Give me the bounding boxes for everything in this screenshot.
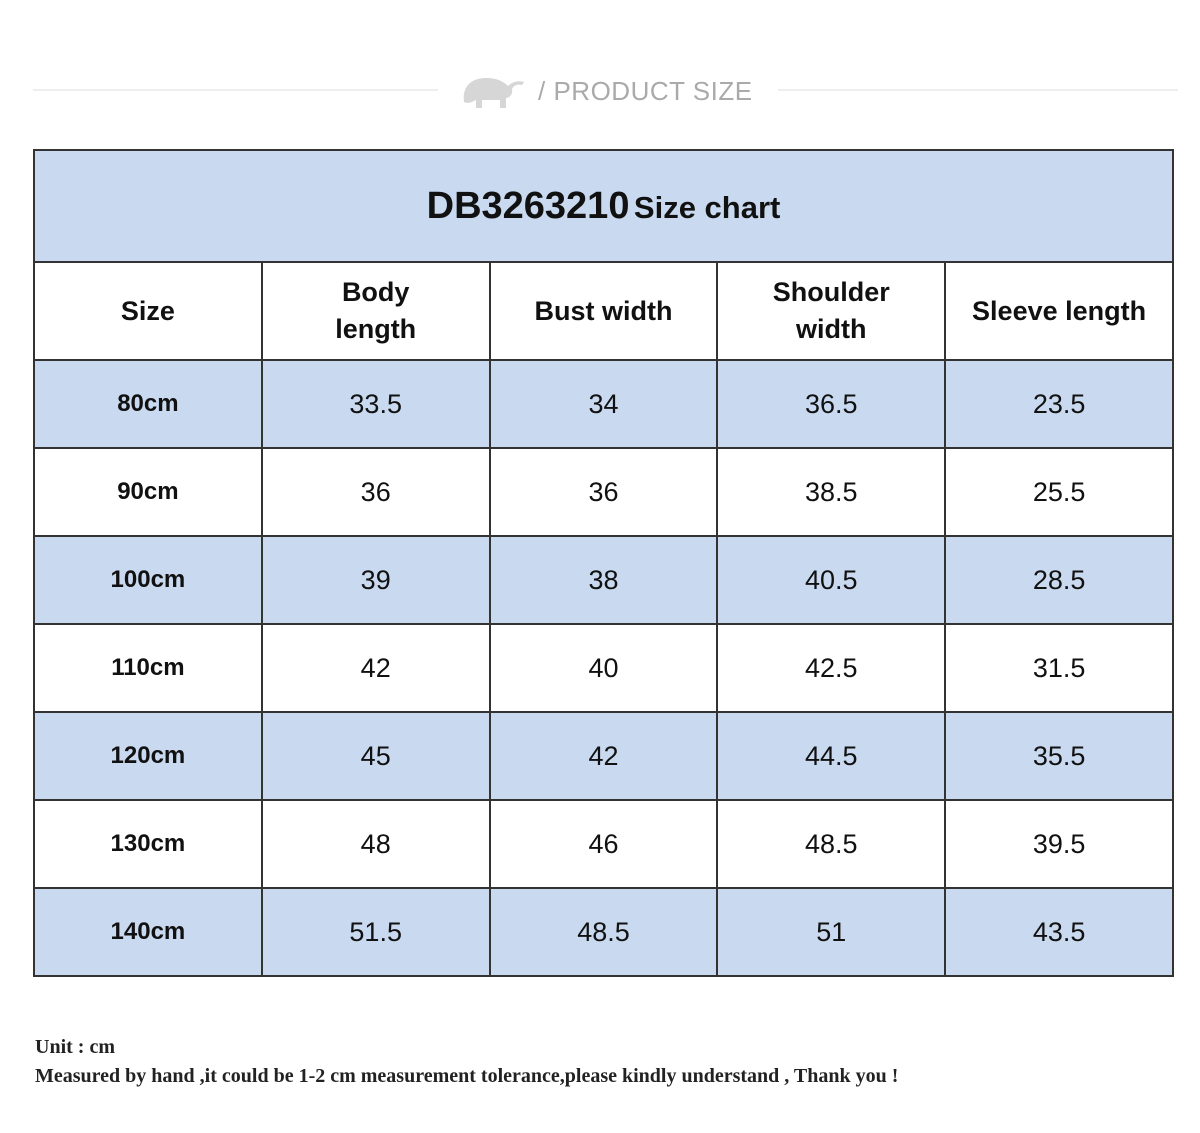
measure-cell: 48 xyxy=(260,799,491,889)
title-row: DB3263210 Size chart xyxy=(33,149,1174,263)
table-row: 140cm 51.5 48.5 51 43.5 xyxy=(33,887,1174,977)
title-text: Size chart xyxy=(633,189,781,225)
size-cell: 100cm xyxy=(33,535,263,625)
measure-cell: 45 xyxy=(260,711,491,801)
table-row: 110cm 42 40 42.5 31.5 xyxy=(33,623,1174,713)
measure-cell: 42 xyxy=(488,711,719,801)
measure-cell: 28.5 xyxy=(944,535,1174,625)
table-row: 90cm 36 36 38.5 25.5 xyxy=(33,447,1174,537)
measure-cell: 51 xyxy=(716,887,947,977)
table-row: 120cm 45 42 44.5 35.5 xyxy=(33,711,1174,801)
size-cell: 110cm xyxy=(33,623,263,713)
measure-cell: 48.5 xyxy=(716,799,947,889)
divider xyxy=(778,89,1178,91)
column-header: Sleeve length xyxy=(944,261,1174,361)
measure-cell: 42 xyxy=(260,623,491,713)
measure-cell: 43.5 xyxy=(944,887,1174,977)
measure-cell: 39 xyxy=(260,535,491,625)
column-header: Shoulder width xyxy=(716,261,947,361)
measure-cell: 48.5 xyxy=(488,887,719,977)
measure-cell: 34 xyxy=(488,359,719,449)
column-header: Body length xyxy=(260,261,491,361)
measure-cell: 39.5 xyxy=(944,799,1174,889)
measure-cell: 46 xyxy=(488,799,719,889)
table-title: DB3263210 Size chart xyxy=(33,149,1174,263)
elephant-icon xyxy=(463,78,524,108)
measure-cell: 40.5 xyxy=(716,535,947,625)
table-body: 80cm 33.5 34 36.5 23.5 90cm 36 36 38.5 25.5 100cm 3… xyxy=(33,359,1174,977)
note-line: Unit : cm xyxy=(35,1036,115,1058)
measure-cell: 42.5 xyxy=(716,623,947,713)
size-cell: 140cm xyxy=(33,887,263,977)
measure-cell: 33.5 xyxy=(260,359,491,449)
measure-cell: 31.5 xyxy=(944,623,1174,713)
size-cell: 120cm xyxy=(33,711,263,801)
table-row: 80cm 33.5 34 36.5 23.5 xyxy=(33,359,1174,449)
table-row: 130cm 48 46 48.5 39.5 xyxy=(33,799,1174,889)
size-table: DB3263210 Size chart Size Body length Bust… xyxy=(33,149,1174,977)
measure-cell: 38.5 xyxy=(716,447,947,537)
column-header-text: Shoulder width xyxy=(772,277,890,344)
column-header-row: Size Body length Bust width Shoulder width S… xyxy=(33,261,1174,361)
note-line: Measured by hand ,it could be 1-2 cm mea… xyxy=(35,1065,899,1087)
column-header-text: Sleeve length xyxy=(972,295,1147,326)
section-header: / PRODUCT SIZE xyxy=(0,60,1200,120)
column-header-text: Bust width xyxy=(534,295,673,326)
divider xyxy=(33,89,438,91)
column-header: Bust width xyxy=(488,261,719,361)
measure-cell: 40 xyxy=(488,623,719,713)
measure-cell: 25.5 xyxy=(944,447,1174,537)
size-cell: 90cm xyxy=(33,447,263,537)
size-cell: 80cm xyxy=(33,359,263,449)
column-header-text: Size xyxy=(120,295,175,326)
measure-cell: 35.5 xyxy=(944,711,1174,801)
measure-cell: 36 xyxy=(260,447,491,537)
table-row: 100cm 39 38 40.5 28.5 xyxy=(33,535,1174,625)
measure-cell: 36 xyxy=(488,447,719,537)
size-cell: 130cm xyxy=(33,799,263,889)
measure-cell: 36.5 xyxy=(716,359,947,449)
measure-cell: 51.5 xyxy=(260,887,491,977)
column-header: Size xyxy=(33,261,263,361)
section-label: / PRODUCT SIZE xyxy=(538,76,753,106)
column-header-text: Body length xyxy=(335,277,417,344)
measure-cell: 44.5 xyxy=(716,711,947,801)
model-code: DB3263210 xyxy=(426,184,630,227)
table-head: DB3263210 Size chart Size Body length Bust… xyxy=(33,149,1174,361)
measure-cell: 23.5 xyxy=(944,359,1174,449)
notes: Unit : cm Measured by hand ,it could be 1… xyxy=(35,1033,898,1091)
measure-cell: 38 xyxy=(488,535,719,625)
